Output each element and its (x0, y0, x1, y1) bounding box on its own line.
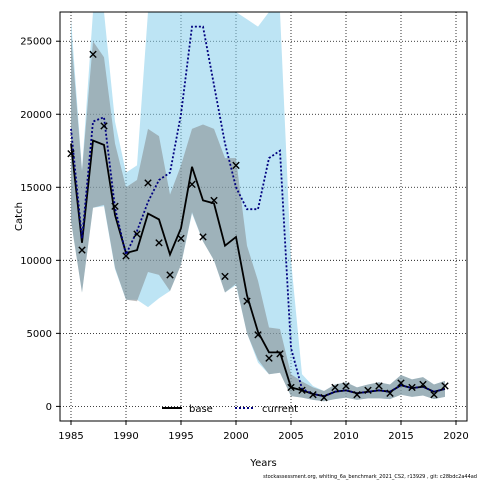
plot-frame (59, 11, 468, 422)
footnote: stockassessment.org, whiting_6a_benchmar… (263, 474, 477, 480)
observed-point (397, 379, 405, 387)
x-tick-label: 2005 (278, 431, 303, 442)
observed-point (89, 50, 97, 59)
y-tick-label: 0 (46, 402, 52, 413)
observed-point (177, 234, 185, 243)
y-tick-label: 25000 (20, 37, 52, 48)
observed-point (232, 161, 240, 170)
observed-point (364, 386, 372, 395)
observed-point (100, 122, 108, 130)
observed-point (298, 386, 306, 395)
legend-base-label: base (189, 404, 213, 415)
observed-point (419, 380, 427, 389)
observed-point (111, 202, 119, 210)
observed-point (331, 383, 339, 392)
observed-point (78, 246, 86, 254)
x-tick-label: 2020 (443, 431, 468, 442)
observed-point (287, 383, 295, 392)
axis-ticks: 1985 1990 1995 2000 2005 2010 2015 2020 0 5000 100… (20, 37, 469, 442)
x-tick-label: 1985 (58, 431, 83, 442)
base-confidence-band (71, 33, 445, 402)
x-tick-label: 1995 (168, 431, 193, 442)
observed-point (221, 272, 229, 281)
x-tick-label: 2010 (333, 431, 358, 442)
observed-point (309, 391, 317, 399)
current-series-line (70, 25, 446, 398)
x-tick-label: 2000 (223, 431, 248, 442)
series-lines (70, 25, 446, 398)
observed-point (408, 383, 416, 392)
observed-point (199, 233, 207, 241)
observed-point (320, 393, 328, 402)
observed-point (265, 354, 273, 362)
x-tick-label: 2015 (388, 431, 413, 442)
observed-point (441, 382, 449, 390)
y-tick-label: 15000 (20, 183, 52, 194)
y-tick-label: 10000 (20, 256, 52, 267)
observed-point (430, 391, 438, 399)
observed-point (155, 239, 163, 247)
observed-point (254, 331, 262, 339)
observed-point (243, 297, 251, 305)
observed-point (342, 382, 350, 390)
x-axis-title: Years (249, 458, 276, 469)
y-tick-label: 20000 (20, 110, 52, 121)
legend-current-label: current (262, 404, 298, 415)
observed-point (67, 149, 75, 158)
observed-point (133, 230, 141, 238)
legend: base current (162, 404, 298, 415)
observed-point (210, 196, 218, 205)
observed-point (276, 350, 284, 358)
observed-point (188, 180, 196, 189)
y-axis-title: Catch (14, 202, 25, 231)
x-tick-label: 1990 (113, 431, 138, 442)
current-confidence-band (71, 12, 445, 402)
observed-point (144, 179, 152, 187)
observed-point (375, 382, 383, 390)
observed-markers (67, 50, 449, 402)
observed-point (122, 252, 130, 260)
observed-point (353, 391, 361, 399)
observed-point (386, 389, 394, 397)
y-tick-label: 5000 (27, 329, 52, 340)
observed-point (166, 271, 174, 279)
confidence-bands (71, 12, 445, 402)
